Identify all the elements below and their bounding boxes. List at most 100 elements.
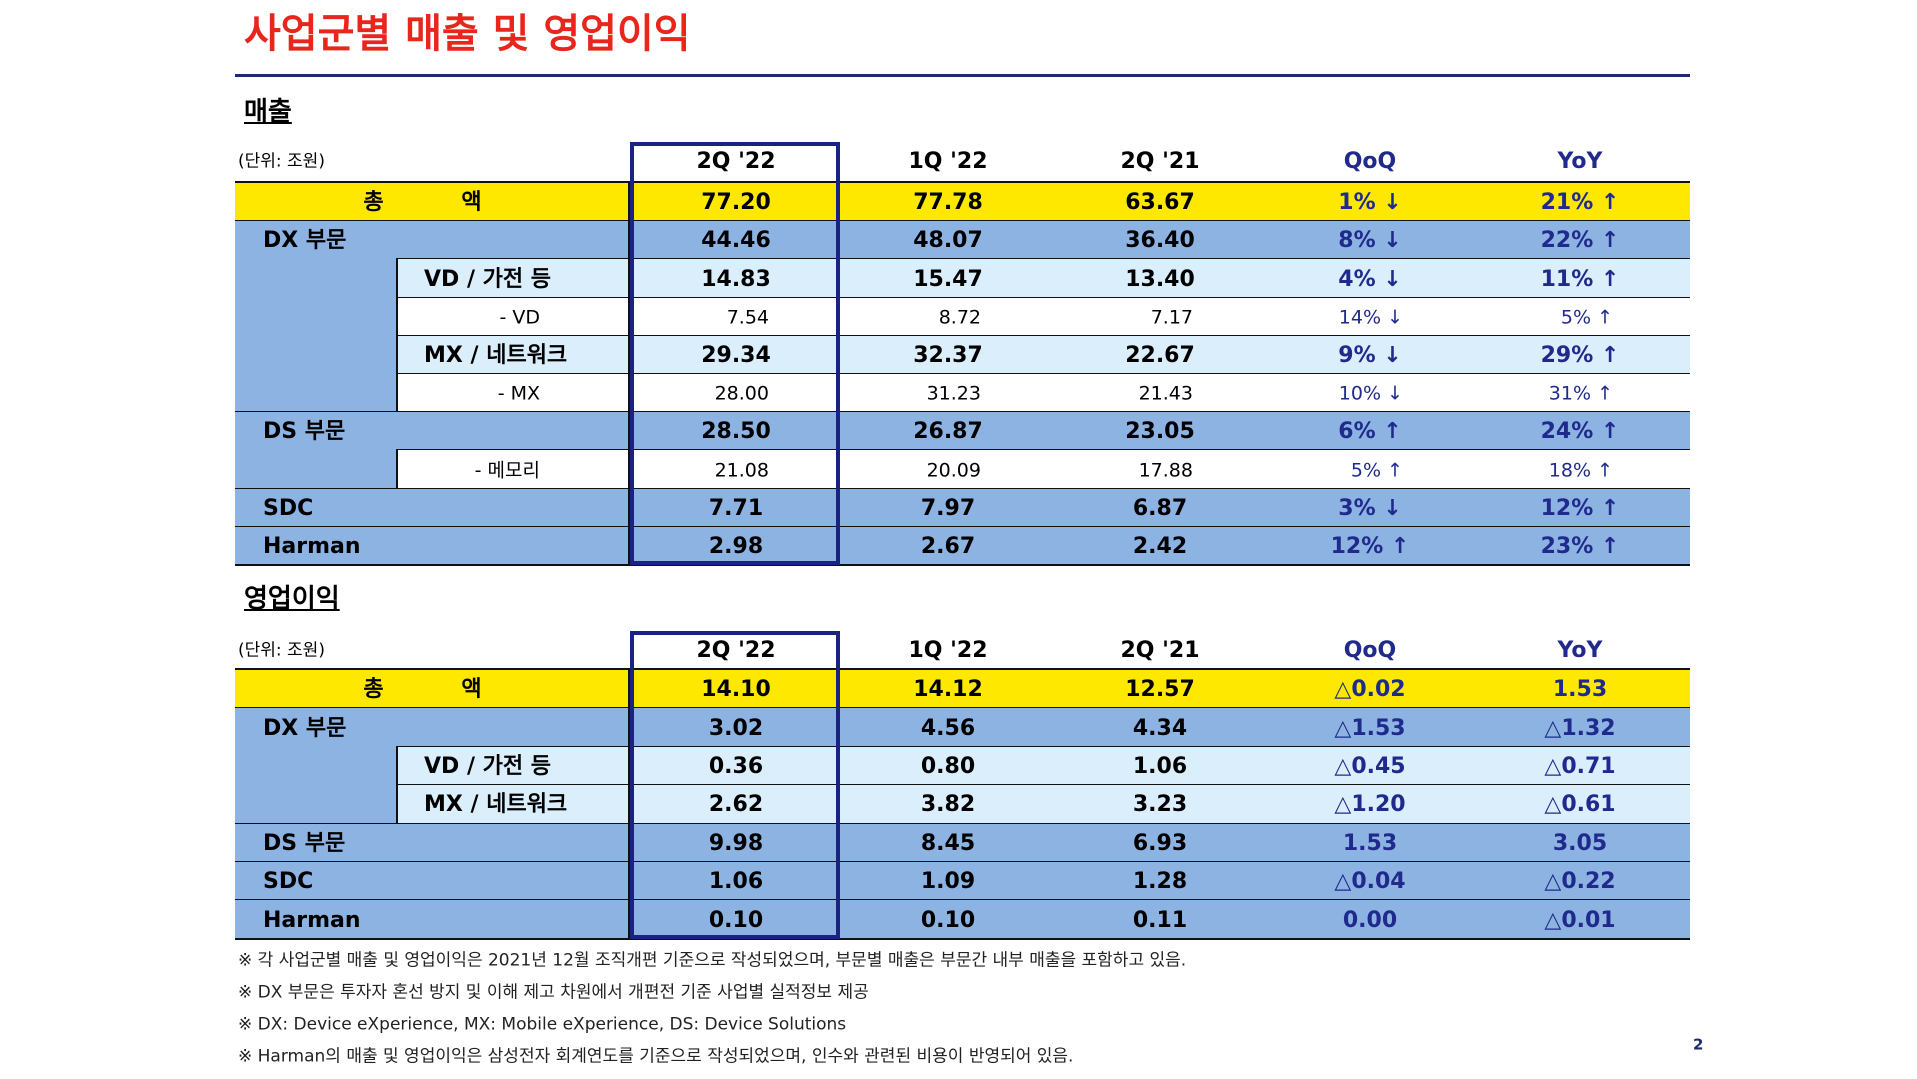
- cell-value: 29% ↑: [1540, 342, 1620, 368]
- row-label: VD / 가전 등: [424, 754, 552, 779]
- cell-value: 14.12: [913, 677, 983, 703]
- cell-value: 4.34: [1132, 715, 1188, 741]
- row-bg: [235, 412, 1690, 451]
- footnote: ※ DX: Device eXperience, MX: Mobile eXpe…: [238, 1014, 847, 1035]
- cell-rule: [628, 335, 630, 374]
- cell-value: △0.02: [1334, 677, 1406, 703]
- cell-rule: [628, 183, 630, 222]
- cell-value: 3.82: [920, 792, 976, 818]
- row-label: SDC: [263, 869, 314, 895]
- cell-value: 48.07: [913, 228, 983, 254]
- cell-value: 1.53: [1342, 830, 1398, 856]
- cell-value: 21.43: [1138, 382, 1193, 405]
- cell-rule: [628, 862, 630, 901]
- row-rule: [235, 564, 1690, 566]
- row-label: - MX: [497, 382, 540, 405]
- footnote: ※ DX 부문은 투자자 혼선 방지 및 이해 제고 차원에서 개편전 기준 사…: [238, 982, 869, 1003]
- cell-value: 77.78: [913, 190, 983, 216]
- cell-rule: [396, 335, 398, 374]
- row-label: DX 부문: [263, 715, 347, 741]
- group-bg: [235, 334, 396, 374]
- row-bg: [396, 785, 1690, 824]
- cell-rule: [396, 785, 398, 824]
- column-header: 1Q '22: [908, 149, 988, 174]
- cell-value: △0.22: [1544, 869, 1616, 895]
- cell-value: 7.97: [920, 495, 976, 521]
- row-bg: [235, 526, 1690, 565]
- cell-value: 0.36: [708, 754, 764, 779]
- row-label: Harman: [263, 533, 361, 559]
- cell-rule: [628, 526, 630, 565]
- cell-value: 0.10: [708, 907, 764, 933]
- cell-value: 29.34: [701, 342, 771, 368]
- cell-value: 3.05: [1552, 830, 1608, 856]
- cell-value: 6.93: [1132, 830, 1188, 856]
- group-bg: [235, 449, 396, 489]
- cell-value: 2.98: [708, 533, 764, 559]
- cell-value: △0.71: [1544, 754, 1616, 779]
- cell-rule: [628, 900, 630, 939]
- cell-rule: [396, 259, 398, 298]
- cell-value: 31.23: [926, 382, 981, 405]
- cell-rule: [628, 785, 630, 824]
- column-header: 2Q '21: [1120, 638, 1200, 663]
- column-header: 2Q '22: [696, 149, 776, 174]
- row-label: - VD: [499, 306, 540, 329]
- cell-rule: [628, 823, 630, 862]
- cell-value: 2.42: [1132, 533, 1188, 559]
- cell-value: △0.61: [1544, 792, 1616, 818]
- section-title: 영업이익: [244, 584, 340, 614]
- cell-value: 22% ↑: [1540, 228, 1620, 254]
- cell-value: 0.80: [920, 754, 976, 779]
- highlight-box: [630, 142, 840, 565]
- cell-rule: [628, 374, 630, 413]
- cell-value: 21.08: [714, 459, 769, 481]
- cell-value: 4% ↓: [1338, 266, 1402, 292]
- cell-rule: [628, 412, 630, 451]
- cell-value: 8.72: [938, 306, 981, 329]
- cell-value: 2.62: [708, 792, 764, 818]
- cell-rule: [396, 374, 398, 413]
- cell-rule: [628, 708, 630, 747]
- cell-value: 6% ↑: [1338, 419, 1402, 445]
- cell-value: 23.05: [1125, 419, 1195, 445]
- cell-value: 6.87: [1132, 495, 1188, 521]
- row-bg: [396, 746, 1690, 786]
- unit-label: (단위: 조원): [238, 151, 325, 172]
- cell-value: 22.67: [1125, 342, 1195, 368]
- cell-value: 7.71: [708, 495, 764, 521]
- cell-rule: [628, 221, 630, 260]
- row-rule: [235, 937, 1690, 940]
- cell-value: 32.37: [913, 342, 983, 368]
- cell-value: △1.53: [1334, 715, 1406, 741]
- row-bg: [396, 374, 1690, 413]
- cell-value: 3.23: [1132, 792, 1188, 818]
- row-bg: [235, 670, 1690, 709]
- group-bg: [235, 258, 396, 298]
- cell-value: 10% ↓: [1338, 382, 1403, 405]
- cell-value: 9.98: [708, 830, 764, 856]
- cell-value: 77.20: [701, 190, 771, 216]
- header-rule: [235, 181, 1690, 183]
- row-bg: [396, 259, 1690, 298]
- page-number: 2: [1693, 1035, 1704, 1054]
- row-bg: [396, 335, 1690, 374]
- footnote: ※ 각 사업군별 매출 및 영업이익은 2021년 12월 조직개편 기준으로 …: [238, 950, 1187, 971]
- row-bg: [396, 297, 1690, 336]
- cell-value: 63.67: [1125, 190, 1195, 216]
- row-label: DX 부문: [263, 228, 347, 254]
- footnote: ※ Harman의 매출 및 영업이익은 삼성전자 회계연도를 기준으로 작성되…: [238, 1046, 1074, 1067]
- column-header: YoY: [1557, 638, 1603, 663]
- cell-rule: [396, 450, 398, 489]
- group-bg: [235, 745, 396, 786]
- row-bg: [235, 183, 1690, 222]
- cell-rule: [628, 670, 630, 709]
- cell-value: 3% ↓: [1338, 495, 1402, 521]
- cell-value: 28.00: [714, 382, 769, 405]
- cell-value: 31% ↑: [1548, 382, 1613, 405]
- cell-value: 3.02: [708, 715, 764, 741]
- cell-value: 7.17: [1150, 306, 1193, 329]
- cell-rule: [396, 297, 398, 336]
- cell-value: 18% ↑: [1548, 459, 1613, 481]
